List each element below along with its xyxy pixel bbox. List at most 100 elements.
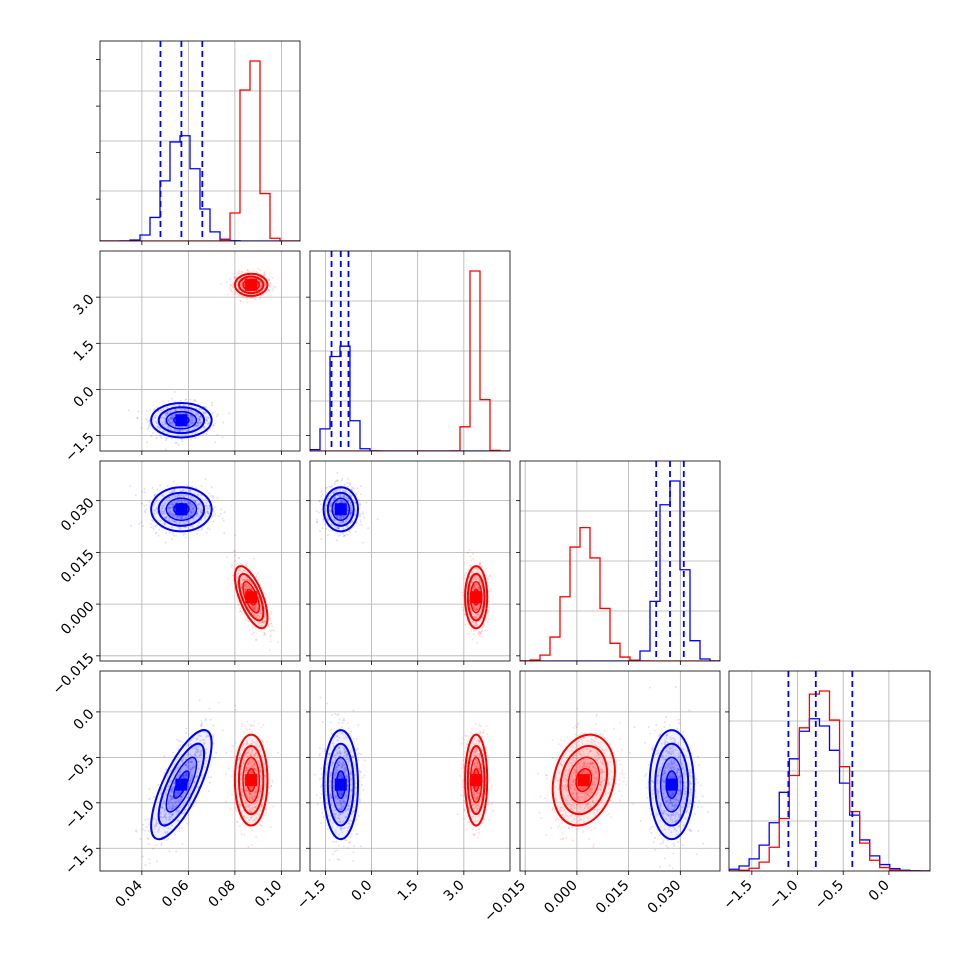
red-sample-point (246, 565, 248, 567)
blue-sample-point (165, 532, 167, 534)
red-sample-point (246, 301, 248, 303)
blue-sample-point (180, 400, 182, 402)
blue-sample-point (320, 495, 322, 497)
red-sample-point (483, 624, 485, 626)
blue-sample-point (159, 484, 161, 486)
red-sample-point (269, 649, 271, 651)
blue-sample-point (175, 850, 177, 852)
blue-sample-point (214, 441, 216, 443)
red-sample-point (263, 634, 265, 636)
blue-sample-point (208, 708, 210, 710)
blue-sample-point (316, 519, 318, 521)
red-sample-point (263, 271, 265, 273)
blue-sample-point (360, 485, 362, 487)
blue-sample-point (145, 508, 147, 510)
blue-sample-point (216, 434, 218, 436)
red-sample-point (257, 268, 259, 270)
blue-sample-point (142, 824, 144, 826)
panel-2-1 (306, 461, 510, 665)
blue-sample-point (218, 702, 220, 704)
blue-sample-point (205, 718, 207, 720)
red-peak (245, 279, 257, 291)
blue-sample-point (192, 805, 194, 807)
blue-sample-point (144, 830, 146, 832)
blue-sample-point (156, 844, 158, 846)
blue-sample-point (360, 524, 362, 526)
red-sample-point (271, 625, 273, 627)
blue-sample-point (224, 511, 226, 513)
red-sample-point (479, 635, 481, 637)
red-sample-point (470, 565, 472, 567)
red-sample-point (277, 641, 279, 643)
red-sample-point (234, 534, 236, 536)
red-sample-point (468, 549, 470, 551)
x-tick-label: −0.5 (812, 877, 847, 912)
blue-sample-point (191, 485, 193, 487)
blue-sample-point (147, 421, 149, 423)
red-sample-point (486, 578, 488, 580)
blue-sample-point (223, 520, 225, 522)
blue-sample-point (157, 784, 159, 786)
blue-sample-point (363, 517, 365, 519)
red-sample-point (489, 607, 491, 609)
blue-sample-point (152, 432, 154, 434)
blue-sample-point (156, 860, 158, 862)
red-sample-point (238, 604, 240, 606)
red-sample-point (255, 575, 257, 577)
red-sample-point (246, 298, 248, 300)
blue-sample-point (175, 442, 177, 444)
blue-sample-point (222, 422, 224, 424)
blue-sample-point (185, 728, 187, 730)
blue-sample-point (164, 541, 166, 543)
blue-sample-point (208, 790, 210, 792)
blue-sample-point (200, 485, 202, 487)
blue-sample-point (144, 819, 146, 821)
blue-sample-point (147, 818, 149, 820)
red-sample-point (248, 271, 250, 273)
blue-sample-point (142, 855, 144, 857)
blue-sample-point (152, 520, 154, 522)
panel-content (310, 251, 510, 451)
red-sample-point (465, 572, 467, 574)
blue-sample-point (195, 801, 197, 803)
blue-sample-point (128, 409, 130, 411)
blue-sample-point (171, 438, 173, 440)
panel-0-0 (96, 41, 300, 245)
blue-sample-point (140, 838, 142, 840)
blue-sample-point (166, 437, 168, 439)
blue-sample-point (220, 509, 222, 511)
blue-sample-point (129, 485, 131, 487)
red-sample-point (234, 554, 236, 556)
blue-sample-point (365, 502, 367, 504)
red-sample-point (270, 613, 272, 615)
red-sample-point (472, 553, 474, 555)
red-sample-point (246, 269, 248, 271)
blue-sample-point (145, 504, 147, 506)
blue-sample-point (174, 391, 176, 393)
blue-sample-point (216, 497, 218, 499)
red-sample-point (234, 277, 236, 279)
blue-sample-point (336, 472, 338, 474)
blue-sample-point (137, 411, 139, 413)
blue-sample-point (214, 513, 216, 515)
blue-sample-point (349, 484, 351, 486)
blue-sample-point (196, 533, 198, 535)
red-sample-point (229, 287, 231, 289)
blue-sample-point (362, 513, 364, 515)
red-sample-point (220, 283, 222, 285)
red-sample-point (471, 559, 473, 561)
red-sample-point (473, 633, 475, 635)
blue-sample-point (319, 530, 321, 532)
red-sample-point (236, 563, 238, 565)
red-sample-point (270, 640, 272, 642)
blue-sample-point (168, 850, 170, 852)
blue-sample-point (143, 505, 145, 507)
y-tick-label: 3.0 (71, 291, 98, 318)
blue-sample-point (160, 437, 162, 439)
red-sample-point (467, 552, 469, 554)
red-sample-point (472, 638, 474, 640)
red-sample-point (239, 272, 241, 274)
blue-sample-point (142, 525, 144, 527)
